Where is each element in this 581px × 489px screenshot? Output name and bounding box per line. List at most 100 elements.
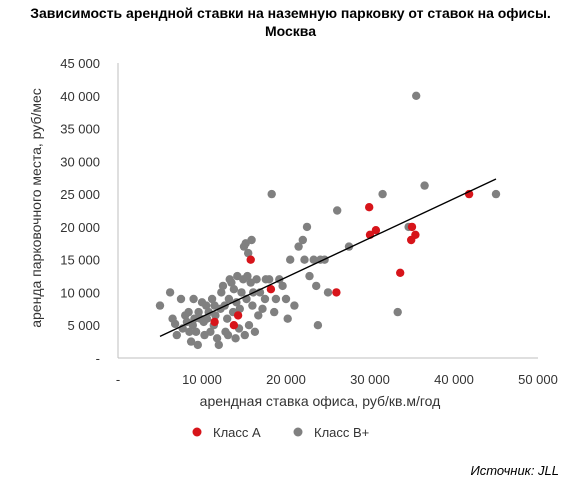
y-tick-label: 40 000 <box>60 89 100 104</box>
point-class-b-plus <box>211 311 220 320</box>
point-class-b-plus <box>186 337 196 346</box>
y-tick-label: 10 000 <box>60 285 100 300</box>
point-class-b-plus <box>184 307 193 317</box>
point-class-b-plus <box>176 294 186 304</box>
point-class-b-plus <box>309 255 318 264</box>
y-tick-label: 20 000 <box>60 220 100 235</box>
x-axis-label: арендная ставка офиса, руб/кв.м/год <box>200 393 441 409</box>
data-points <box>155 91 501 350</box>
chart-title-line-1: Зависимость арендной ставки на наземную … <box>30 5 551 21</box>
point-class-b-plus <box>235 304 244 313</box>
point-class-b-plus <box>305 271 314 281</box>
point-class-b-plus <box>202 301 211 310</box>
point-class-b-plus <box>188 321 197 330</box>
point-class-b-plus <box>243 271 252 281</box>
point-class-b-plus <box>271 294 281 304</box>
point-class-b-plus <box>229 285 239 294</box>
point-class-b-plus <box>217 288 226 297</box>
y-tick-label: 45 000 <box>60 56 100 71</box>
y-axis-label: аренда парковочного места, руб/мес <box>28 88 44 328</box>
legend-label-class-b-plus: Класс В+ <box>314 425 369 440</box>
scatter-chart: - 10 000 20 000 30 000 40 000 50 000 - 5 000 10… <box>28 56 558 440</box>
legend-label-class-a: Класс А <box>213 425 261 440</box>
point-class-a <box>229 321 239 330</box>
chart-title: Зависимость арендной ставки на наземную … <box>0 4 581 40</box>
point-class-b-plus <box>231 334 240 343</box>
point-class-b-plus <box>267 189 276 199</box>
legend-marker-class-a <box>192 427 202 437</box>
point-class-b-plus <box>283 314 292 323</box>
chart-legend: Класс А Класс В+ <box>192 425 369 440</box>
x-tick-label: - <box>116 372 120 387</box>
y-tick-label: - <box>96 351 100 366</box>
point-class-b-plus <box>258 304 267 313</box>
point-class-b-plus <box>278 281 287 291</box>
point-class-b-plus <box>254 311 263 320</box>
x-tick-label: 40 000 <box>434 372 474 387</box>
point-class-b-plus <box>207 294 217 304</box>
point-class-a <box>233 311 243 320</box>
x-tick-label: 20 000 <box>266 372 306 387</box>
point-class-b-plus <box>260 294 270 304</box>
point-class-b-plus <box>244 321 254 330</box>
point-class-b-plus <box>165 288 175 297</box>
point-class-b-plus <box>290 301 299 310</box>
trendline-group <box>159 178 497 338</box>
y-tick-label: 15 000 <box>60 253 100 268</box>
x-tick-label: 10 000 <box>182 372 222 387</box>
point-class-b-plus <box>313 321 323 330</box>
point-class-b-plus <box>223 330 233 340</box>
point-class-a <box>266 285 276 294</box>
point-class-a <box>371 226 381 235</box>
point-class-b-plus <box>252 275 261 284</box>
y-axis-ticks: - 5 000 10 000 15 000 20 000 25 000 30 000 35 0… <box>60 56 100 366</box>
point-class-a <box>396 268 405 277</box>
point-class-b-plus <box>191 327 201 336</box>
y-tick-label: 25 000 <box>60 187 100 202</box>
point-class-b-plus <box>206 327 215 336</box>
point-class-b-plus <box>212 334 222 343</box>
point-class-b-plus <box>393 307 402 317</box>
point-class-b-plus <box>193 340 202 350</box>
legend-marker-class-b-plus <box>293 427 303 437</box>
point-class-b-plus <box>214 340 223 350</box>
point-class-b-plus <box>378 189 387 199</box>
point-class-b-plus <box>300 255 309 264</box>
chart-axes <box>117 63 538 359</box>
x-tick-label: 50 000 <box>518 372 558 387</box>
point-class-b-plus <box>281 294 291 304</box>
y-tick-label: 35 000 <box>60 122 100 137</box>
point-class-a <box>407 222 417 232</box>
point-class-b-plus <box>202 314 212 323</box>
point-class-b-plus <box>172 330 181 340</box>
point-class-a <box>210 317 219 327</box>
point-class-b-plus <box>312 281 321 291</box>
y-tick-label: 30 000 <box>60 154 100 169</box>
point-class-a <box>365 203 374 212</box>
source-note: Источник: JLL <box>470 463 559 478</box>
chart-title-line-2: Москва <box>264 23 317 39</box>
point-class-b-plus <box>286 255 295 264</box>
y-tick-label: 5 000 <box>67 318 100 333</box>
point-class-b-plus <box>155 301 165 310</box>
point-class-b-plus <box>265 275 274 284</box>
point-class-b-plus <box>240 330 249 340</box>
point-class-b-plus <box>491 189 501 199</box>
point-class-b-plus <box>333 206 342 215</box>
point-class-b-plus <box>185 327 194 336</box>
point-class-b-plus <box>244 248 253 258</box>
point-class-b-plus <box>237 288 246 297</box>
point-class-b-plus <box>302 222 312 232</box>
point-class-b-plus <box>420 181 429 190</box>
point-class-b-plus <box>247 235 256 245</box>
point-class-b-plus <box>294 242 303 251</box>
point-class-b-plus <box>189 294 198 304</box>
point-class-a <box>246 255 255 264</box>
point-class-a <box>332 288 341 297</box>
point-class-b-plus <box>194 307 203 317</box>
trendline <box>159 178 497 338</box>
point-class-b-plus <box>248 301 257 310</box>
point-class-b-plus <box>218 281 228 291</box>
point-class-b-plus <box>227 278 236 287</box>
point-class-b-plus <box>223 314 232 323</box>
